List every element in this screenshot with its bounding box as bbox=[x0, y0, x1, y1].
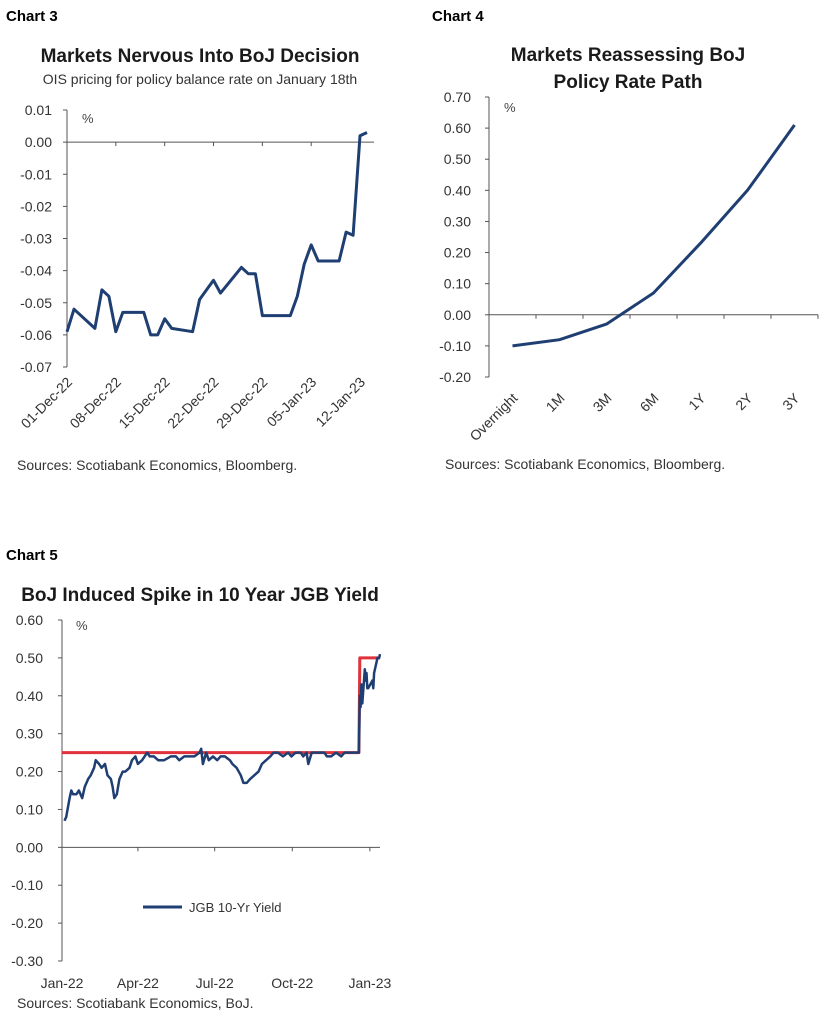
chart-5-plot: 0.60 0.50 0.40 0.30 0.20 0.10 0.00 -0.10 -0.20 -0… bbox=[11, 612, 391, 991]
chart-3-unit: % bbox=[82, 111, 94, 126]
chart-3-x-tick-label: 22-Dec-22 bbox=[164, 374, 222, 432]
chart-5-jgb-yield-line bbox=[63, 653, 382, 822]
chart-4-title-line-2: Policy Rate Path bbox=[554, 72, 703, 93]
chart-5-y-tick-label: 0.20 bbox=[16, 764, 43, 780]
chart-3-x-tick-label: 01-Dec-22 bbox=[18, 374, 76, 432]
chart-4-y-tick-label: 0.20 bbox=[444, 245, 471, 261]
chart-5-y-tick-label: 0.50 bbox=[16, 650, 43, 666]
chart-4-label: Chart 4 bbox=[432, 8, 484, 25]
chart-4-x-tick-label: 3Y bbox=[779, 389, 803, 413]
chart-4-y-tick-label: 0.50 bbox=[444, 151, 471, 167]
chart-5-source: Sources: Scotiabank Economics, BoJ. bbox=[17, 995, 254, 1011]
chart-5-y-tick-label: 0.60 bbox=[16, 612, 43, 628]
chart-3-source: Sources: Scotiabank Economics, Bloomberg… bbox=[17, 457, 297, 473]
chart-4-source: Sources: Scotiabank Economics, Bloomberg… bbox=[445, 456, 725, 472]
chart-5-x-tick-label: Jul-22 bbox=[196, 975, 234, 991]
chart-3-y-tick-label: -0.05 bbox=[20, 295, 52, 311]
chart-4-x-tick-label: 3M bbox=[590, 390, 615, 415]
chart-3: Chart 3 Markets Nervous Into BoJ Decisio… bbox=[6, 8, 374, 473]
chart-4-x-tick-label: 2Y bbox=[732, 389, 756, 413]
chart-3-y-tick-label: 0.00 bbox=[25, 134, 52, 150]
chart-3-title: Markets Nervous Into BoJ Decision bbox=[41, 46, 360, 67]
chart-5-x-tick-label: Oct-22 bbox=[271, 975, 313, 991]
chart-4-y-tick-label: 0.70 bbox=[444, 89, 471, 105]
chart-3-label: Chart 3 bbox=[6, 8, 58, 25]
chart-5-x-tick-label: Jan-22 bbox=[41, 975, 84, 991]
chart-4-series-line bbox=[512, 124, 796, 348]
chart-3-y-tick-label: -0.01 bbox=[20, 166, 52, 182]
chart-5-y-tick-label: 0.10 bbox=[16, 801, 43, 817]
chart-3-x-tick-label: 08-Dec-22 bbox=[66, 374, 124, 432]
chart-5-y-tick-label: -0.30 bbox=[11, 953, 43, 969]
chart-5-x-tick-label: Apr-22 bbox=[117, 975, 159, 991]
chart-4-unit: % bbox=[504, 100, 516, 115]
chart-4-title-line-1: Markets Reassessing BoJ bbox=[511, 45, 745, 66]
chart-3-y-tick-label: 0.01 bbox=[25, 102, 52, 118]
chart-5-title: BoJ Induced Spike in 10 Year JGB Yield bbox=[21, 585, 379, 606]
chart-3-subtitle: OIS pricing for policy balance rate on J… bbox=[43, 71, 357, 87]
chart-4-plot: 0.70 0.60 0.50 0.40 0.30 0.20 0.10 0.00 -0.10 -0.… bbox=[439, 89, 819, 444]
chart-3-x-tick-label: 12-Jan-23 bbox=[312, 374, 368, 430]
chart-4-x-tick-label: 1M bbox=[543, 390, 568, 415]
chart-5-reference-line bbox=[62, 656, 380, 755]
chart-5-unit: % bbox=[76, 618, 88, 633]
chart-3-x-tick-label: 05-Jan-23 bbox=[263, 374, 319, 430]
chart-4: Chart 4 Markets Reassessing BoJ Policy R… bbox=[432, 8, 819, 472]
chart-4-x-tick-label: 6M bbox=[637, 390, 662, 415]
chart-4-y-tick-label: -0.20 bbox=[439, 369, 471, 385]
chart-4-x-tick-label: 1Y bbox=[685, 389, 709, 413]
chart-5-y-tick-label: 0.30 bbox=[16, 726, 43, 742]
chart-4-y-tick-label: 0.10 bbox=[444, 276, 471, 292]
chart-3-x-tick-label: 15-Dec-22 bbox=[115, 374, 173, 432]
chart-5: Chart 5 BoJ Induced Spike in 10 Year JGB… bbox=[6, 547, 391, 1011]
chart-5-legend-label: JGB 10-Yr Yield bbox=[189, 900, 282, 915]
chart-3-series-line bbox=[65, 131, 368, 337]
chart-3-y-tick-label: -0.04 bbox=[20, 263, 52, 279]
chart-3-plot: 0.01 0.00 -0.01 -0.02 -0.03 -0.04 -0.05 -0.06 -0… bbox=[18, 102, 374, 431]
chart-5-y-tick-label: 0.40 bbox=[16, 688, 43, 704]
chart-5-x-tick-label: Jan-23 bbox=[348, 975, 391, 991]
chart-5-y-tick-label: -0.10 bbox=[11, 877, 43, 893]
chart-4-y-tick-label: -0.10 bbox=[439, 338, 471, 354]
chart-3-y-tick-label: -0.07 bbox=[20, 359, 52, 375]
chart-4-y-tick-label: 0.00 bbox=[444, 307, 471, 323]
chart-4-y-tick-label: 0.40 bbox=[444, 182, 471, 198]
chart-3-y-tick-label: -0.02 bbox=[20, 198, 52, 214]
chart-4-y-tick-label: 0.30 bbox=[444, 213, 471, 229]
chart-3-y-tick-label: -0.03 bbox=[20, 231, 52, 247]
chart-5-y-tick-label: -0.20 bbox=[11, 915, 43, 931]
chart-5-y-tick-label: 0.00 bbox=[16, 839, 43, 855]
chart-5-legend: JGB 10-Yr Yield bbox=[143, 900, 282, 915]
chart-3-x-tick-label: 29-Dec-22 bbox=[213, 374, 271, 432]
chart-3-y-tick-label: -0.06 bbox=[20, 327, 52, 343]
chart-4-x-tick-label: Overnight bbox=[466, 390, 520, 444]
chart-4-y-tick-label: 0.60 bbox=[444, 120, 471, 136]
chart-5-label: Chart 5 bbox=[6, 547, 58, 564]
